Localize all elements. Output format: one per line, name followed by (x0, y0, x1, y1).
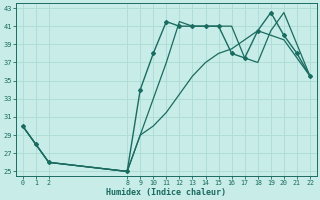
X-axis label: Humidex (Indice chaleur): Humidex (Indice chaleur) (106, 188, 226, 197)
